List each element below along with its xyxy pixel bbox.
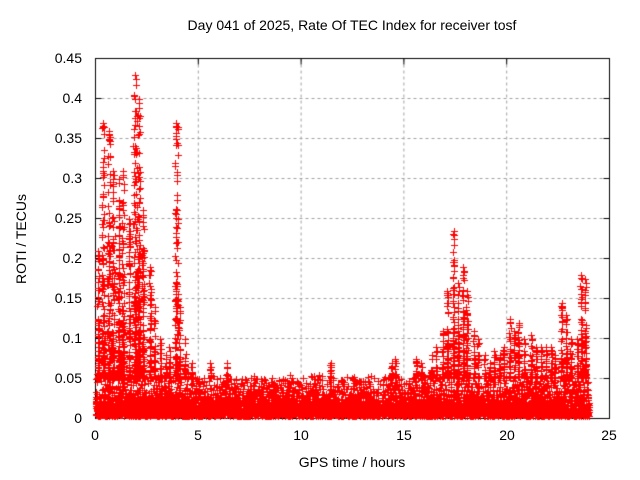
y-tick-label: 0.15	[54, 290, 82, 306]
y-tick-label: 0.25	[54, 210, 82, 226]
x-tick-label: 0	[91, 427, 99, 443]
chart-title: Day 041 of 2025, Rate Of TEC Index for r…	[187, 17, 517, 33]
x-tick-label: 15	[396, 427, 412, 443]
y-tick-label: 0.2	[62, 250, 82, 266]
y-tick-label: 0.4	[62, 90, 82, 106]
x-tick-label: 5	[194, 427, 202, 443]
x-axis-label: GPS time / hours	[298, 454, 406, 470]
y-tick-label: 0.3	[62, 170, 82, 186]
y-tick-label: 0.45	[54, 50, 82, 66]
y-tick-label: 0.1	[62, 330, 82, 346]
y-tick-label: 0.35	[54, 130, 82, 146]
y-tick-label: 0.05	[54, 370, 82, 386]
y-tick-label: 0	[74, 410, 82, 426]
x-tick-label: 10	[293, 427, 309, 443]
x-tick-label: 20	[499, 427, 515, 443]
x-tick-label: 25	[601, 427, 617, 443]
y-axis-label: ROTI / TECUs	[13, 194, 29, 284]
